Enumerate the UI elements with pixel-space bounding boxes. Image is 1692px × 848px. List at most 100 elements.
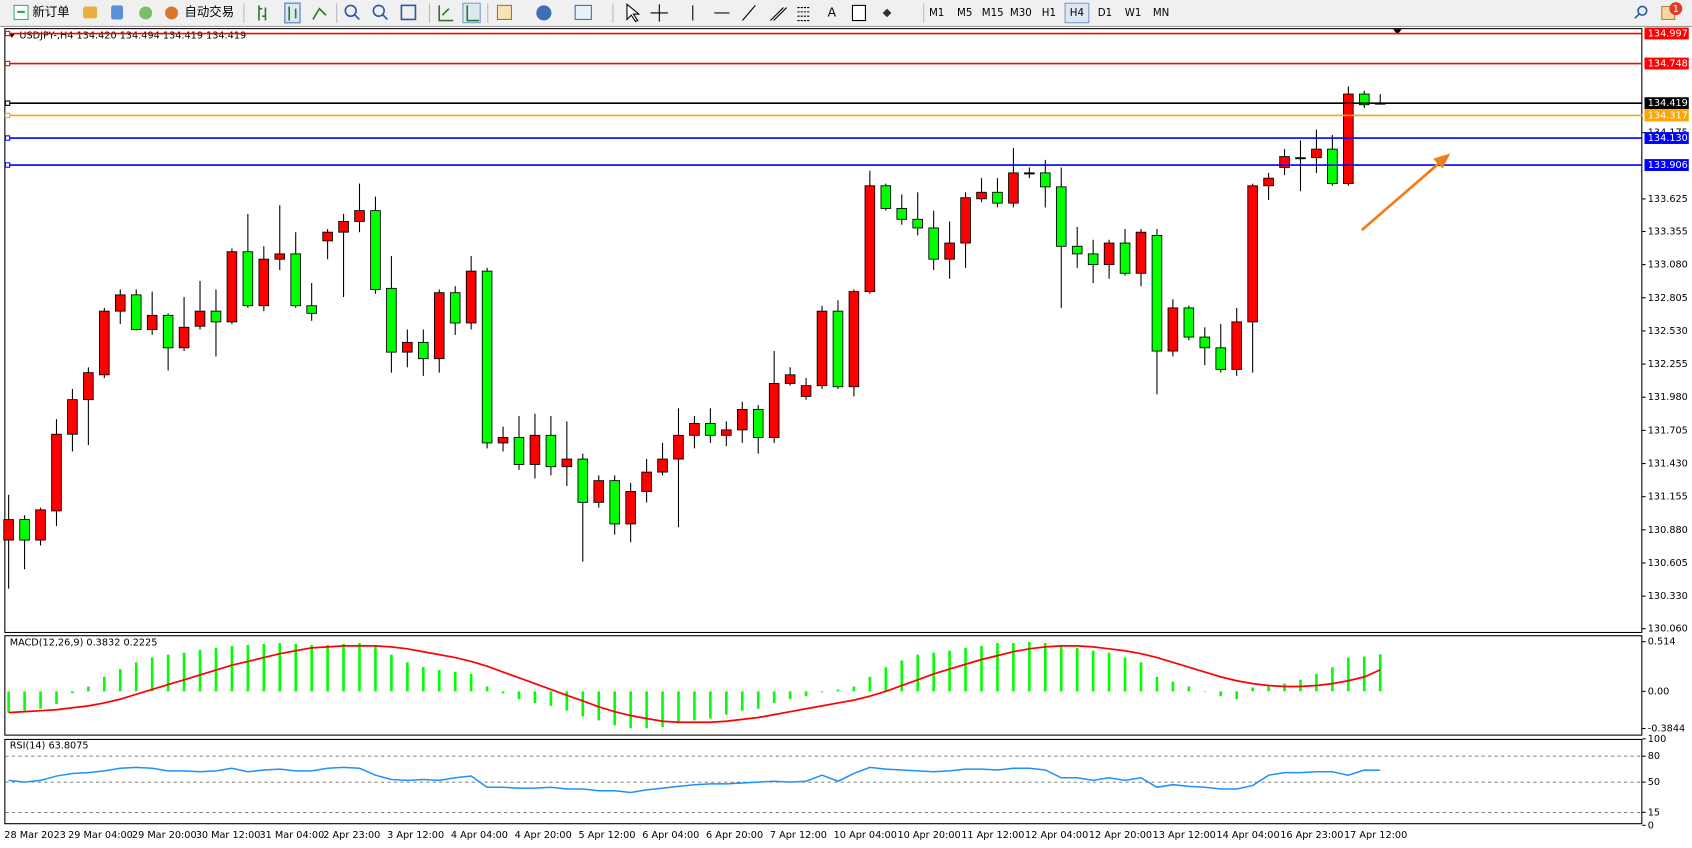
icon[interactable] [466,5,480,22]
zoom-in[interactable] [344,4,357,18]
histogram-bar [756,691,760,709]
line-handle[interactable] [4,112,11,119]
fibonacci-tool[interactable] [797,7,811,22]
icon[interactable] [288,6,297,21]
zoom-in[interactable] [354,14,360,21]
zoom-out[interactable] [382,14,388,21]
cursor-tool[interactable] [626,3,641,23]
x-tick-label: 17 Apr 12:00 [1344,830,1407,841]
candle-body [545,434,557,468]
candle-body [1024,172,1035,175]
line-handle[interactable] [4,100,11,106]
line-handle[interactable] [4,60,11,67]
crosshair-tool[interactable] [650,4,668,22]
timeframe-button[interactable]: MN [1153,7,1170,19]
line-handle[interactable] [4,30,11,37]
icon-active[interactable] [284,2,301,24]
x-tick-label: 11 Apr 12:00 [961,830,1024,841]
y-tick-label: 133.625 [1648,194,1688,205]
candle-body [1247,185,1258,323]
main-panel [4,28,1643,634]
x-tick-label: 2 Apr 23:00 [323,830,380,841]
icon[interactable] [139,6,153,20]
histogram-bar [294,643,298,692]
icon[interactable] [111,5,124,20]
histogram-bar [1331,667,1334,692]
timeframe-button[interactable]: H1 [1042,7,1056,19]
timeframe-button[interactable]: M5 [957,7,972,19]
histogram-bar [517,691,521,700]
candle-body [338,221,349,233]
line-handle[interactable] [4,162,11,168]
timeframe-button[interactable]: W1 [1125,7,1142,19]
candle-body [418,341,429,360]
y-tick-label: 131.980 [1648,392,1688,403]
icon[interactable] [83,6,98,19]
indicators[interactable] [496,4,513,20]
tile-windows[interactable] [400,4,417,21]
x-tick-label: 3 Apr 12:00 [387,830,444,841]
macd-title: MACD(12,26,9) 0.3832 0.2225 [10,638,158,649]
histogram-bar [1235,691,1238,700]
rsi-panel [4,738,1643,825]
timeframe-button[interactable]: D1 [1098,7,1112,19]
timeframe-active-box[interactable] [1064,2,1090,24]
histogram-bar [1283,683,1286,692]
zoom-out[interactable] [372,4,385,18]
candle-body [290,253,301,307]
histogram-bar [134,662,138,692]
x-tick-label: 7 Apr 12:00 [770,830,827,841]
timeframe-button[interactable]: M1 [929,7,944,19]
candle-body [657,458,668,473]
histogram-bar [278,643,282,692]
histogram-bar [1028,642,1031,692]
histogram-bar [709,691,712,719]
price-label-box [1644,97,1689,110]
candle-body [274,253,286,260]
candle-body [51,433,62,512]
histogram-bar [1347,657,1350,692]
histogram-bar [71,691,74,694]
auto-trading-button[interactable]: 自动交易 [165,4,234,20]
histogram-bar [804,691,808,697]
line-handle[interactable] [4,135,11,141]
timeframe-button[interactable]: M30 [1010,7,1032,19]
histogram-bar [980,645,983,692]
x-tick-label: 14 Apr 04:00 [1216,830,1279,841]
new-order-button[interactable]: 新订单 [13,4,70,20]
timeframe-button[interactable]: M15 [982,7,1004,19]
candle-body [210,310,222,323]
histogram-bar [342,643,345,692]
candle-body [67,399,78,435]
label-tool[interactable] [851,4,866,22]
histogram-bar [629,691,632,729]
templates[interactable] [574,4,592,20]
timeframe-button[interactable]: H4 [1070,7,1084,19]
price-label: 134.317 [1648,110,1688,121]
search[interactable] [1634,5,1648,19]
histogram-bar [422,667,425,692]
histogram-bar [581,691,585,717]
candle-body [752,408,764,438]
notification-badge[interactable] [1669,2,1683,16]
candle-body [1295,157,1306,160]
icon[interactable] [438,5,454,22]
histogram-bar [836,689,840,692]
candle-body [816,310,828,387]
signal-line [8,645,1381,724]
trendline-tool[interactable] [741,5,756,21]
candle-body [1279,156,1290,168]
candle-body [1327,148,1338,185]
histogram-bar [1219,691,1223,697]
periods[interactable] [536,5,552,21]
notification-count: 1 [1673,4,1679,15]
candle-body [1311,148,1322,159]
histogram-bar [884,667,888,692]
text-tool[interactable]: A [828,4,837,19]
channel-tool[interactable] [770,7,788,21]
icon[interactable] [312,7,327,20]
price-label: 134.997 [1648,29,1688,40]
histogram-bar [230,645,234,692]
icon[interactable] [258,5,267,21]
histogram-bar [374,645,377,692]
